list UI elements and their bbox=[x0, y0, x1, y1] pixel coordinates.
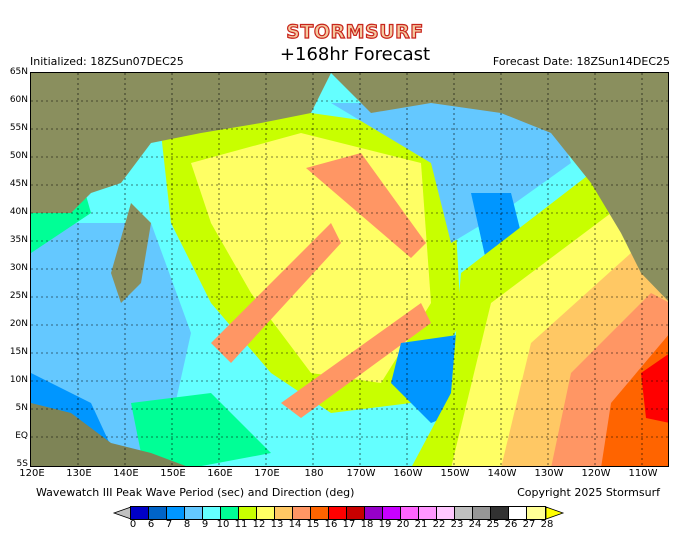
colorbar bbox=[130, 506, 546, 520]
colorbar-label: 26 bbox=[504, 519, 518, 530]
colorbar-label: 17 bbox=[342, 519, 356, 530]
colorbar-swatch bbox=[221, 507, 239, 519]
lat-label: 5S bbox=[16, 459, 28, 469]
map-canvas bbox=[31, 73, 668, 466]
lon-label: 150E bbox=[160, 468, 186, 479]
colorbar-swatch bbox=[275, 507, 293, 519]
lon-label: 170W bbox=[346, 468, 376, 479]
colorbar-swatch bbox=[437, 507, 455, 519]
lon-label: 160W bbox=[393, 468, 423, 479]
colorbar-swatch bbox=[203, 507, 221, 519]
colorbar-label: 14 bbox=[288, 519, 302, 530]
colorbar-swatch bbox=[329, 507, 347, 519]
colorbar-right-arrow-icon bbox=[545, 506, 565, 520]
colorbar-label: 20 bbox=[396, 519, 410, 530]
colorbar-swatch bbox=[473, 507, 491, 519]
colorbar-swatch bbox=[257, 507, 275, 519]
lon-label: 160E bbox=[207, 468, 233, 479]
colorbar-label: 19 bbox=[378, 519, 392, 530]
map-caption: Wavewatch III Peak Wave Period (sec) and… bbox=[36, 486, 355, 499]
colorbar-swatch bbox=[167, 507, 185, 519]
wave-period-map bbox=[30, 72, 669, 467]
colorbar-swatch bbox=[527, 507, 545, 519]
lat-label: 40N bbox=[9, 207, 28, 217]
lat-label: 35N bbox=[9, 235, 28, 245]
colorbar-swatch bbox=[347, 507, 365, 519]
colorbar-label: 12 bbox=[252, 519, 266, 530]
colorbar-swatch bbox=[131, 507, 149, 519]
colorbar-label: 7 bbox=[165, 519, 173, 530]
lat-label: 50N bbox=[9, 151, 28, 161]
colorbar-swatch bbox=[419, 507, 437, 519]
lon-label: 140E bbox=[113, 468, 139, 479]
lat-label: EQ bbox=[15, 431, 28, 441]
lon-label: 120E bbox=[19, 468, 45, 479]
lon-label: 120W bbox=[581, 468, 611, 479]
colorbar-label: 23 bbox=[450, 519, 464, 530]
colorbar-swatch bbox=[311, 507, 329, 519]
colorbar-swatch bbox=[149, 507, 167, 519]
colorbar-label: 0 bbox=[129, 519, 137, 530]
lat-label: 10N bbox=[9, 375, 28, 385]
colorbar-label: 16 bbox=[324, 519, 338, 530]
colorbar-swatch bbox=[401, 507, 419, 519]
lat-label: 15N bbox=[9, 347, 28, 357]
stormsurf-logo: STORMSURF bbox=[286, 21, 424, 43]
lat-label: 55N bbox=[9, 123, 28, 133]
copyright-text: Copyright 2025 Stormsurf bbox=[517, 486, 660, 499]
colorbar-label: 24 bbox=[468, 519, 482, 530]
lat-label: 65N bbox=[9, 67, 28, 77]
colorbar-label: 11 bbox=[234, 519, 248, 530]
colorbar-label: 6 bbox=[147, 519, 155, 530]
lon-label: 150W bbox=[440, 468, 470, 479]
lon-label: 130W bbox=[534, 468, 564, 479]
colorbar-label: 8 bbox=[183, 519, 191, 530]
initialized-time: Initialized: 18ZSun07DEC25 bbox=[30, 55, 184, 68]
colorbar-swatch bbox=[491, 507, 509, 519]
colorbar-label: 10 bbox=[216, 519, 230, 530]
lon-label: 140W bbox=[487, 468, 517, 479]
colorbar-label: 28 bbox=[540, 519, 554, 530]
colorbar-label: 22 bbox=[432, 519, 446, 530]
colorbar-label: 21 bbox=[414, 519, 428, 530]
colorbar-swatch bbox=[383, 507, 401, 519]
colorbar-label: 25 bbox=[486, 519, 500, 530]
colorbar-label: 15 bbox=[306, 519, 320, 530]
colorbar-swatch bbox=[509, 507, 527, 519]
colorbar-labels: 0 6 7 8 9 10 11 12 13 14 15 16 17 18 19 20 21 22 23 24 25 26 2… bbox=[124, 519, 556, 530]
lon-label: 180 bbox=[304, 468, 324, 479]
lat-label: 60N bbox=[9, 95, 28, 105]
lat-label: 25N bbox=[9, 291, 28, 301]
colorbar-swatch bbox=[293, 507, 311, 519]
colorbar-left-arrow-icon bbox=[112, 506, 132, 520]
forecast-hour-title: +168hr Forecast bbox=[279, 44, 431, 65]
lat-label: 5N bbox=[15, 403, 28, 413]
colorbar-swatch bbox=[455, 507, 473, 519]
colorbar-label: 9 bbox=[201, 519, 209, 530]
lon-label: 170E bbox=[254, 468, 280, 479]
lat-label: 20N bbox=[9, 319, 28, 329]
colorbar-swatch bbox=[365, 507, 383, 519]
lat-label: 45N bbox=[9, 179, 28, 189]
lon-label: 110W bbox=[628, 468, 658, 479]
colorbar-label: 27 bbox=[522, 519, 536, 530]
colorbar-label: 13 bbox=[270, 519, 284, 530]
colorbar-label: 18 bbox=[360, 519, 374, 530]
lon-label: 130E bbox=[66, 468, 92, 479]
colorbar-swatch bbox=[239, 507, 257, 519]
lat-label: 30N bbox=[9, 263, 28, 273]
colorbar-swatch bbox=[185, 507, 203, 519]
forecast-date: Forecast Date: 18ZSun14DEC25 bbox=[492, 55, 670, 68]
